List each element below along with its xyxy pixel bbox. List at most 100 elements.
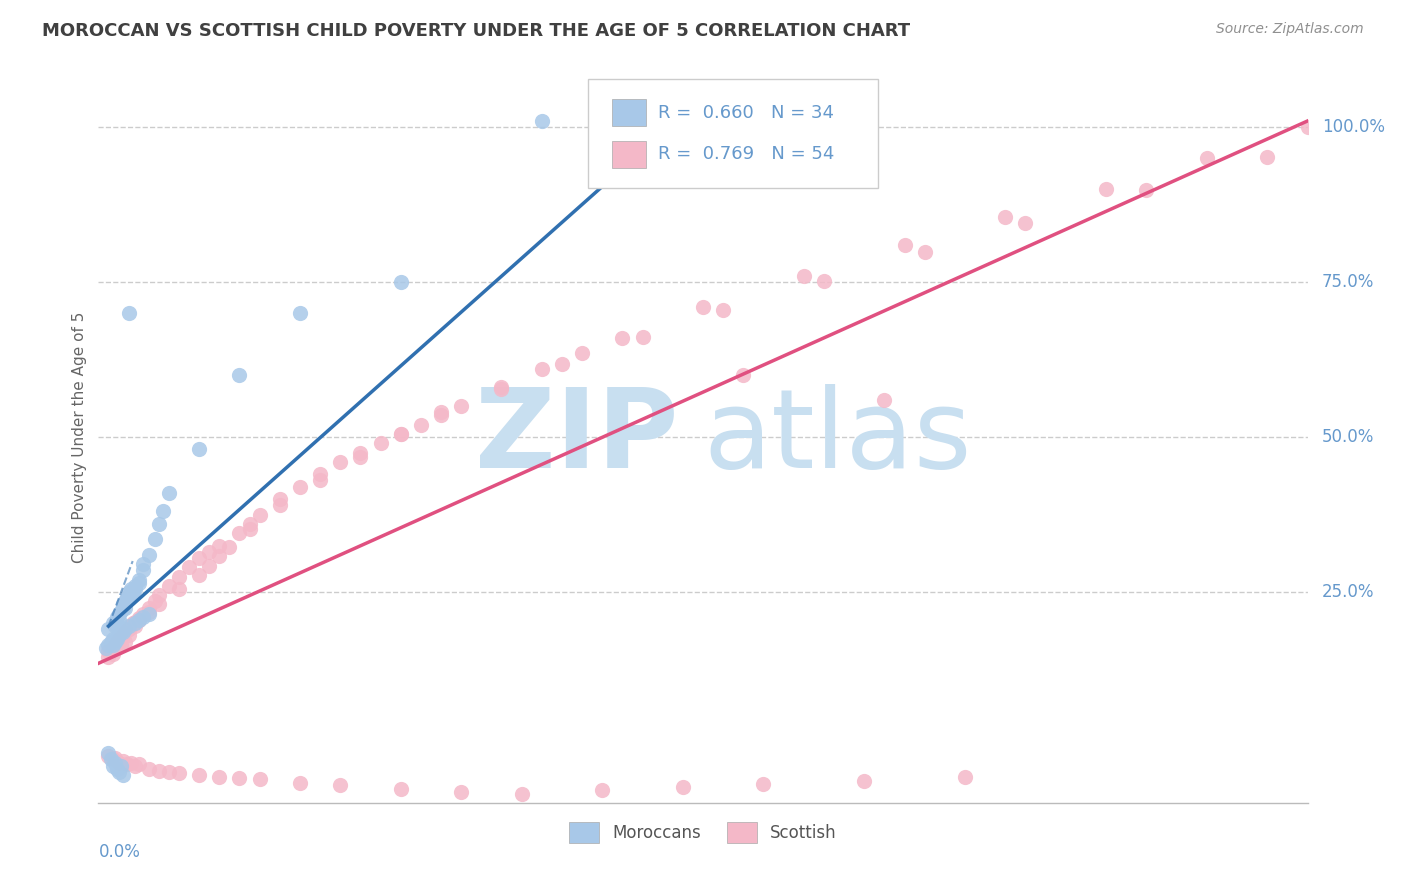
Point xyxy=(138,548,160,562)
Point xyxy=(132,557,155,571)
Point xyxy=(114,634,136,648)
Point xyxy=(733,368,755,383)
Point xyxy=(793,268,815,283)
Point xyxy=(1195,151,1218,165)
Point xyxy=(124,579,146,593)
Point xyxy=(692,300,714,314)
Point xyxy=(107,628,129,642)
Point xyxy=(288,306,311,320)
Point xyxy=(148,598,170,612)
FancyBboxPatch shape xyxy=(613,99,647,126)
FancyBboxPatch shape xyxy=(588,78,879,188)
Legend: Moroccans, Scottish: Moroccans, Scottish xyxy=(562,815,844,849)
Text: R =  0.660   N = 34: R = 0.660 N = 34 xyxy=(658,103,834,121)
Point xyxy=(530,362,553,376)
Point xyxy=(389,275,412,289)
Point xyxy=(118,591,141,606)
Point xyxy=(138,607,160,621)
Point xyxy=(893,238,915,252)
Point xyxy=(188,551,211,566)
Point xyxy=(121,615,143,630)
Point xyxy=(101,615,124,630)
Point xyxy=(510,787,533,801)
Point xyxy=(249,508,271,522)
Point xyxy=(118,306,141,320)
Point xyxy=(672,780,695,795)
Point xyxy=(148,516,170,531)
Point xyxy=(114,622,136,636)
Point xyxy=(101,752,124,766)
Point xyxy=(208,770,231,784)
Point xyxy=(105,762,128,776)
Point xyxy=(1256,150,1278,164)
Point xyxy=(101,758,124,772)
Point xyxy=(128,613,150,627)
Text: MOROCCAN VS SCOTTISH CHILD POVERTY UNDER THE AGE OF 5 CORRELATION CHART: MOROCCAN VS SCOTTISH CHILD POVERTY UNDER… xyxy=(42,22,910,40)
Point xyxy=(110,625,132,640)
Point xyxy=(118,619,141,633)
Point xyxy=(143,594,166,608)
Text: ZIP: ZIP xyxy=(475,384,679,491)
Point xyxy=(107,764,129,779)
Point xyxy=(103,634,125,648)
Point xyxy=(101,647,124,661)
Point xyxy=(269,498,291,512)
Point xyxy=(491,382,513,396)
Point xyxy=(97,746,120,760)
Point xyxy=(349,445,371,459)
Point xyxy=(124,615,146,630)
Point xyxy=(111,628,134,642)
Point xyxy=(228,368,250,383)
Point xyxy=(101,638,124,652)
Point xyxy=(152,504,174,518)
Point xyxy=(218,541,240,555)
Point xyxy=(97,650,120,665)
Point xyxy=(115,757,138,772)
Point xyxy=(97,644,120,658)
Point xyxy=(114,625,136,640)
Point xyxy=(167,766,190,780)
Point xyxy=(914,245,936,260)
Point xyxy=(124,758,146,772)
Point xyxy=(631,329,654,343)
Point xyxy=(1014,216,1036,230)
Point xyxy=(138,605,160,619)
Point xyxy=(114,600,136,615)
Point xyxy=(157,764,180,779)
Text: 25.0%: 25.0% xyxy=(1322,583,1375,601)
Point xyxy=(107,634,129,648)
Point xyxy=(101,632,124,646)
Text: 75.0%: 75.0% xyxy=(1322,273,1375,291)
Point xyxy=(813,274,835,288)
Point xyxy=(128,757,150,772)
Point xyxy=(167,582,190,596)
Point xyxy=(157,579,180,593)
Point xyxy=(110,638,132,652)
Point xyxy=(110,758,132,772)
Point xyxy=(389,427,412,442)
Point xyxy=(389,427,412,442)
Point xyxy=(121,585,143,599)
Point xyxy=(103,619,125,633)
Point xyxy=(118,628,141,642)
Point xyxy=(120,756,142,770)
Point xyxy=(198,559,221,574)
Point xyxy=(124,582,146,596)
Point xyxy=(450,784,472,798)
Point xyxy=(120,582,142,596)
Text: atlas: atlas xyxy=(703,384,972,491)
Y-axis label: Child Poverty Under the Age of 5: Child Poverty Under the Age of 5 xyxy=(72,311,87,563)
Point xyxy=(450,399,472,413)
Point xyxy=(118,585,141,599)
Point xyxy=(228,526,250,541)
Point xyxy=(409,417,432,432)
Point xyxy=(143,533,166,547)
Point xyxy=(188,567,211,582)
Point xyxy=(128,611,150,625)
Point xyxy=(120,588,142,602)
Point xyxy=(1095,182,1118,196)
Text: R =  0.769   N = 54: R = 0.769 N = 54 xyxy=(658,145,835,163)
Point xyxy=(167,569,190,583)
Point xyxy=(430,405,453,419)
Point xyxy=(188,768,211,782)
